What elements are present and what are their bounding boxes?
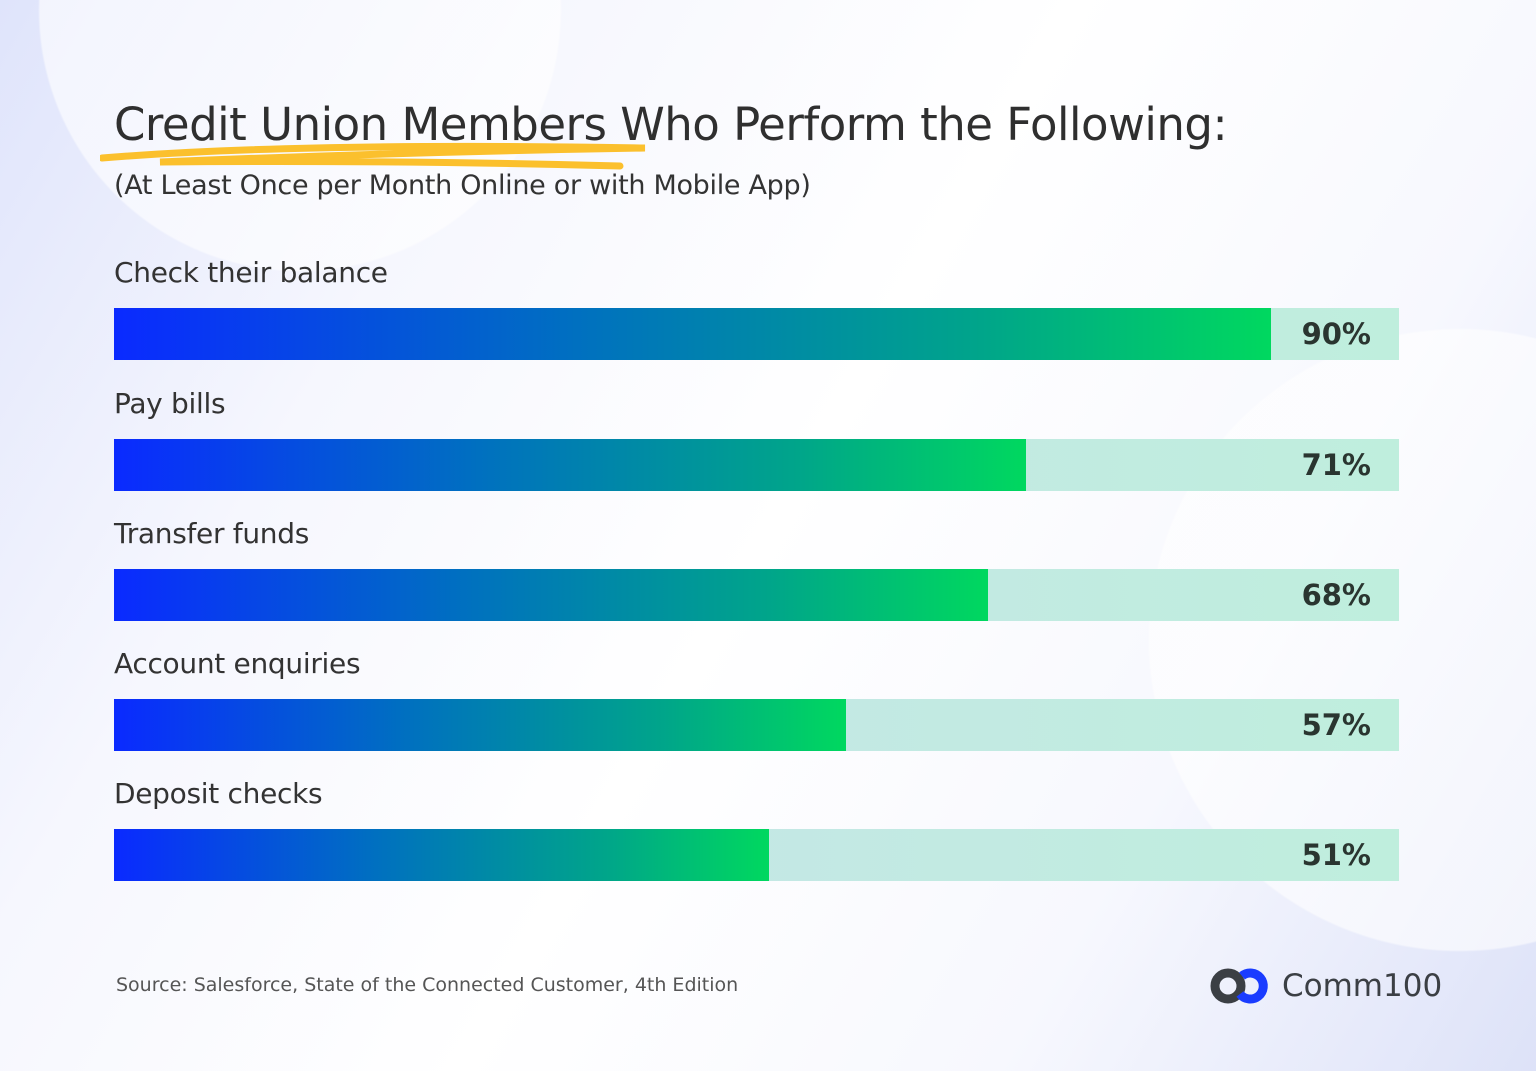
bar	[114, 699, 847, 751]
bar-track: 57%	[114, 699, 1399, 751]
source-note: Source: Salesforce, State of the Connect…	[116, 974, 739, 996]
category-label: Transfer funds	[114, 517, 309, 550]
value-label: 51%	[1301, 838, 1371, 872]
bar-track: 68%	[114, 569, 1399, 621]
bar	[114, 829, 770, 881]
value-label: 68%	[1301, 578, 1371, 612]
category-label: Deposit checks	[114, 777, 323, 810]
value-label: 71%	[1301, 448, 1371, 482]
value-label: 57%	[1301, 708, 1371, 742]
title-highlight-swoosh	[100, 142, 646, 170]
category-label: Pay bills	[114, 387, 226, 420]
comm100-logo: Comm100	[1210, 966, 1442, 1006]
chart-subtitle: (At Least Once per Month Online or with …	[114, 170, 811, 201]
chart-title: Credit Union Members Who Perform the Fol…	[114, 98, 1228, 151]
bar-track: 51%	[114, 829, 1399, 881]
bar-track: 71%	[114, 439, 1399, 491]
bar-track: 90%	[114, 308, 1399, 360]
bar	[114, 308, 1271, 360]
bar	[114, 569, 988, 621]
category-label: Account enquiries	[114, 647, 361, 680]
bar	[114, 439, 1027, 491]
value-label: 90%	[1301, 317, 1371, 351]
logo-icon	[1210, 968, 1268, 1004]
category-label: Check their balance	[114, 256, 388, 289]
logo-text: Comm100	[1282, 968, 1443, 1004]
